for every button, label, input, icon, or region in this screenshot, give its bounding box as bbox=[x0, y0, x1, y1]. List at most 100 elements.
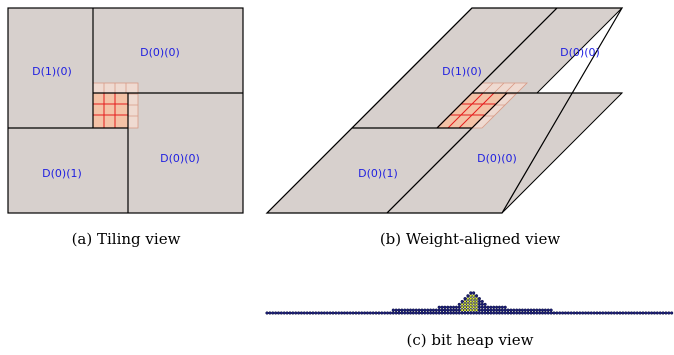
bit-dot bbox=[595, 311, 599, 315]
bit-dot bbox=[296, 311, 301, 315]
bit-dot bbox=[592, 311, 596, 315]
bit-dot bbox=[408, 308, 413, 312]
bit-dot bbox=[609, 311, 614, 315]
bit-dot bbox=[578, 311, 582, 315]
bit-dot bbox=[466, 299, 470, 304]
bit-dot bbox=[495, 305, 499, 309]
bit-dot bbox=[460, 302, 464, 306]
bit-dot bbox=[437, 308, 441, 312]
bit-dot bbox=[474, 302, 479, 306]
bit-dot bbox=[586, 311, 591, 315]
bit-dot bbox=[480, 299, 484, 304]
bit-dot bbox=[406, 311, 410, 315]
bit-dot bbox=[271, 311, 275, 315]
bit-dot bbox=[549, 308, 553, 312]
bit-dot bbox=[466, 294, 470, 298]
bit-dot bbox=[532, 308, 536, 312]
bit-dot bbox=[543, 311, 547, 315]
bit-dot bbox=[362, 311, 367, 315]
bit-dot bbox=[391, 311, 395, 315]
bit-dot bbox=[380, 311, 384, 315]
bit-dot bbox=[503, 308, 507, 312]
bit-dot bbox=[282, 311, 286, 315]
bit-dot bbox=[360, 311, 364, 315]
bit-dot bbox=[647, 311, 651, 315]
bit-dot bbox=[520, 311, 525, 315]
bit-dot bbox=[463, 311, 467, 315]
bit-dot bbox=[437, 311, 441, 315]
bit-dot bbox=[457, 305, 461, 309]
bit-dot bbox=[477, 297, 481, 301]
bit-dot bbox=[414, 308, 418, 312]
bit-dot bbox=[480, 311, 484, 315]
bit-dot bbox=[428, 311, 433, 315]
bit-dot bbox=[403, 308, 407, 312]
bit-dot bbox=[472, 311, 476, 315]
bit-dot bbox=[489, 305, 493, 309]
bit-dot bbox=[621, 311, 625, 315]
bit-dot bbox=[497, 305, 502, 309]
caption-b: (b) Weight-aligned view bbox=[380, 230, 560, 248]
bit-dot bbox=[472, 291, 476, 295]
bit-dot bbox=[351, 311, 355, 315]
bit-dot bbox=[374, 311, 378, 315]
bit-dot bbox=[463, 305, 467, 309]
bit-dot bbox=[492, 308, 496, 312]
bit-dot bbox=[288, 311, 292, 315]
bit-dot bbox=[319, 311, 324, 315]
bit-dot bbox=[443, 311, 447, 315]
bit-dot bbox=[428, 308, 433, 312]
bit-dot bbox=[411, 311, 415, 315]
bit-dot bbox=[385, 311, 390, 315]
bit-dot bbox=[472, 302, 476, 306]
bit-dot bbox=[463, 297, 467, 301]
label-a-d00-top: D(0)(0) bbox=[140, 46, 180, 59]
bit-dot bbox=[477, 308, 481, 312]
bit-dot bbox=[400, 308, 404, 312]
bit-dot bbox=[420, 311, 424, 315]
panel-a-tiling-view: D(1)(0) D(0)(0) D(0)(1) D(0)(0) (a) Tili… bbox=[7, 7, 244, 248]
bit-dot bbox=[311, 311, 315, 315]
bit-dot bbox=[440, 311, 444, 315]
bit-dot bbox=[466, 311, 470, 315]
bit-dot bbox=[472, 308, 476, 312]
bit-dot bbox=[652, 311, 657, 315]
bit-dot bbox=[500, 311, 504, 315]
tile-d00-top-right bbox=[92, 7, 244, 94]
bit-dot bbox=[294, 311, 298, 315]
caption-a: (a) Tiling view bbox=[72, 230, 181, 248]
bit-dot bbox=[403, 311, 407, 315]
bit-dot bbox=[299, 311, 304, 315]
bit-dot bbox=[489, 311, 493, 315]
bit-dot bbox=[612, 311, 616, 315]
bit-dot bbox=[664, 311, 668, 315]
bit-dot bbox=[549, 311, 553, 315]
bit-dot bbox=[546, 308, 550, 312]
bit-dot bbox=[638, 311, 642, 315]
bit-dot bbox=[408, 311, 413, 315]
bit-dot bbox=[477, 299, 481, 304]
bit-dot bbox=[431, 308, 436, 312]
bit-dot bbox=[474, 305, 479, 309]
bit-dot bbox=[371, 311, 375, 315]
bit-dot bbox=[469, 311, 473, 315]
bit-dot bbox=[606, 311, 611, 315]
bit-dot bbox=[495, 311, 499, 315]
bit-dot bbox=[566, 311, 570, 315]
bit-dot bbox=[337, 311, 341, 315]
bit-dot bbox=[497, 311, 502, 315]
bit-dot bbox=[563, 311, 568, 315]
bit-dot bbox=[477, 311, 481, 315]
bit-dot bbox=[431, 311, 436, 315]
bit-dot bbox=[497, 308, 502, 312]
bit-dot bbox=[492, 311, 496, 315]
bit-dot bbox=[434, 308, 438, 312]
bit-dot bbox=[434, 311, 438, 315]
label-a-d00-bottom: D(0)(0) bbox=[160, 152, 200, 165]
bit-dot bbox=[474, 311, 479, 315]
bit-dot bbox=[417, 308, 421, 312]
bit-dot bbox=[483, 305, 487, 309]
bit-dot bbox=[583, 311, 588, 315]
bit-dot bbox=[569, 311, 573, 315]
bit-dot bbox=[589, 311, 593, 315]
